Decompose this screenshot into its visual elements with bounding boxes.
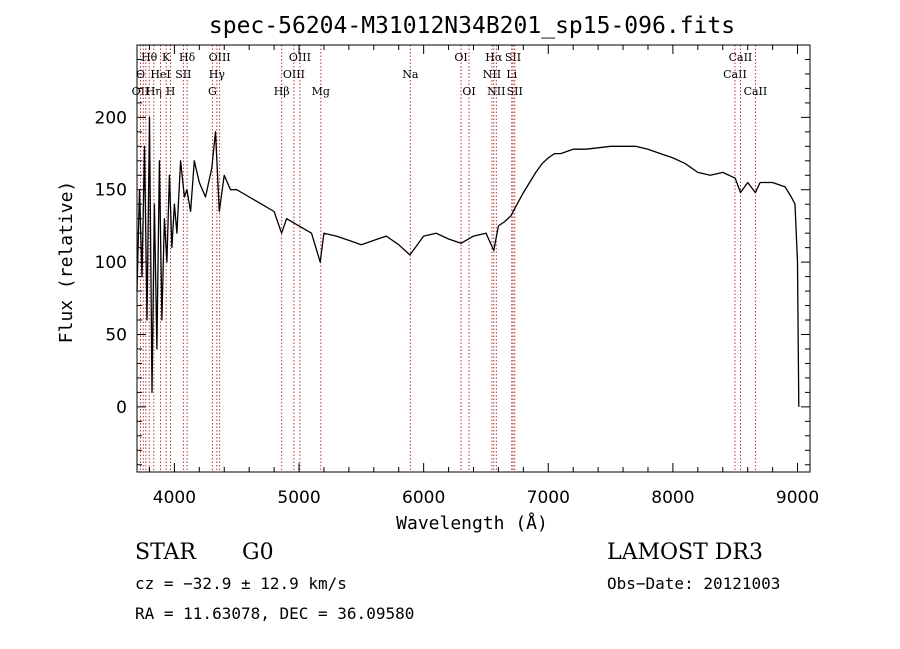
line-label: CaII xyxy=(744,85,768,98)
y-tick-label: 100 xyxy=(95,253,127,273)
y-tick-label: 0 xyxy=(116,398,127,418)
line-label: Li xyxy=(506,68,517,81)
line-label: HeI xyxy=(150,68,170,81)
line-label: SII xyxy=(175,68,191,81)
flux-series xyxy=(136,116,800,407)
flux-line xyxy=(136,116,800,407)
line-label: G xyxy=(208,85,217,98)
line-label: Na xyxy=(402,68,419,81)
chart-title: spec-56204-M31012N34B201_sp15-096.fits xyxy=(209,13,735,39)
line-label: Hδ xyxy=(179,51,196,64)
x-tick-label: 9000 xyxy=(776,488,819,508)
line-label: Hα xyxy=(485,51,503,64)
line-label: SII xyxy=(505,51,521,64)
survey-name: LAMOST DR3 xyxy=(607,540,763,565)
x-tick-label: 6000 xyxy=(402,488,445,508)
x-tick-label: 7000 xyxy=(527,488,570,508)
axis-ticks: 4000 5000 6000 7000 8000 9000 0 50 100 150 200 xyxy=(95,45,819,508)
x-tick-label: 8000 xyxy=(651,488,694,508)
line-label: Hθ xyxy=(141,51,158,64)
line-label: K xyxy=(162,51,171,64)
line-label: Hβ xyxy=(274,85,290,98)
redshift-velocity: cz = −32.9 ± 12.9 km/s xyxy=(135,574,347,593)
y-axis-label: Flux (relative) xyxy=(56,181,77,344)
line-label: Hη xyxy=(146,85,162,98)
line-label: H xyxy=(166,85,176,98)
x-tick-label: 4000 xyxy=(153,488,196,508)
object-subclass: G0 xyxy=(242,540,274,565)
observation-date: Obs−Date: 20121003 xyxy=(607,574,781,593)
line-label: OI xyxy=(462,85,475,98)
line-label: CaII xyxy=(729,51,753,64)
line-label: OII xyxy=(132,85,150,98)
y-tick-label: 200 xyxy=(95,108,127,128)
plot-frame xyxy=(136,44,811,473)
y-tick-label: 50 xyxy=(105,325,127,345)
line-label: OIII xyxy=(283,68,305,81)
line-label: Hγ xyxy=(209,68,226,81)
line-label: SII xyxy=(507,85,523,98)
line-label: OIII xyxy=(209,51,231,64)
x-tick-label: 5000 xyxy=(277,488,320,508)
line-label: NII xyxy=(487,85,505,98)
object-class: STAR xyxy=(135,540,196,565)
line-label: NII xyxy=(483,68,501,81)
emission-line-markers: O OII Hθ Hη HeI K H SII Hδ G Hγ OIII Hβ OIII OIII Mg Na O… xyxy=(132,45,768,472)
ra-dec: RA = 11.63078, DEC = 36.09580 xyxy=(135,604,415,623)
y-tick-label: 150 xyxy=(95,181,127,201)
x-axis-label: Wavelength (Å) xyxy=(396,512,548,534)
line-label: O xyxy=(136,68,145,81)
line-label: OI xyxy=(454,51,467,64)
line-label: CaII xyxy=(723,68,747,81)
line-label: OIII xyxy=(289,51,311,64)
line-label: Mg xyxy=(312,85,330,98)
